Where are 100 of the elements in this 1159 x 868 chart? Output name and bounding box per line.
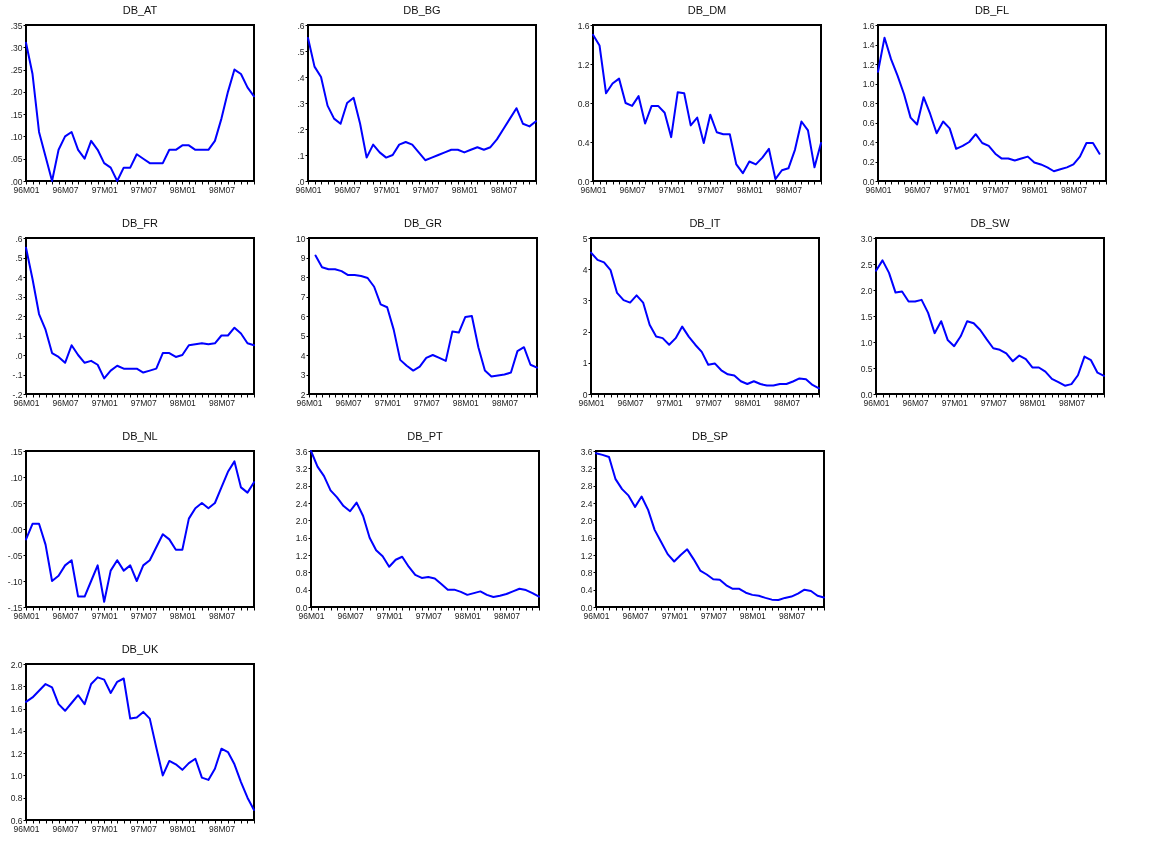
chart-title: DB_NL (122, 430, 158, 442)
chart-title: DB_SP (691, 430, 729, 442)
y-tick-label: .05 (10, 498, 23, 509)
y-tick-label: 3 (582, 295, 588, 306)
chart-title: DB_IT (689, 217, 721, 229)
x-tick-label: 98M07 (208, 823, 236, 834)
y-tick-label: 2 (300, 389, 306, 400)
x-tick-label: 98M01 (169, 184, 197, 195)
y-tick-label: .35 (10, 20, 23, 31)
x-tick-label: 96M07 (334, 184, 361, 195)
x-tick-label: 96M07 (52, 184, 79, 195)
y-tick-label: 1.2 (577, 59, 590, 70)
chart-title: DB_FR (121, 217, 159, 229)
y-tick-label: 5 (582, 233, 588, 244)
x-tick-label: 96M07 (52, 823, 79, 834)
y-tick-label: 0.0 (295, 602, 308, 613)
y-tick-label: 3.0 (860, 233, 873, 244)
x-tick-label: 96M01 (13, 823, 40, 834)
y-tick-label: 2.0 (10, 659, 23, 670)
y-tick-label: 4 (582, 264, 588, 275)
x-tick-label: 98M01 (452, 397, 480, 408)
x-tick-label: 97M07 (697, 184, 725, 195)
y-tick-label: .1 (15, 331, 23, 341)
line-series (310, 450, 540, 599)
chart-title: DB_GR (404, 217, 442, 229)
x-tick-label: 97M01 (941, 397, 968, 408)
x-tick-label: 98M01 (1019, 397, 1047, 408)
y-tick-label: .4 (15, 272, 23, 283)
line-series (592, 33, 822, 181)
y-tick-label: 1.2 (10, 748, 23, 759)
x-tick-label: 96M07 (337, 610, 364, 621)
line-series (595, 452, 825, 602)
x-tick-label: 97M07 (130, 397, 158, 408)
x-tick-label: 96M07 (902, 397, 929, 408)
y-tick-label: 2.0 (295, 515, 308, 526)
x-tick-label: 96M01 (578, 397, 605, 408)
line-series (25, 246, 255, 380)
y-tick-label: .05 (10, 154, 23, 165)
chart-title: DB_SW (970, 217, 1011, 229)
x-tick-label: 98M07 (1058, 397, 1086, 408)
y-tick-label: .4 (297, 72, 305, 83)
x-tick-label: 96M07 (619, 184, 646, 195)
x-tick-label: 97M07 (412, 184, 440, 195)
x-tick-label: 97M01 (943, 184, 970, 195)
y-tick-label: 2.0 (580, 515, 593, 526)
y-tick-label: 0.6 (862, 118, 875, 128)
x-tick-label: 98M01 (451, 184, 479, 195)
y-tick-label: -.05 (7, 550, 23, 561)
x-tick-label: 96M07 (52, 610, 79, 621)
y-tick-label: 3.6 (295, 446, 308, 457)
x-tick-label: 98M07 (208, 184, 236, 195)
x-tick-label: 98M07 (208, 397, 236, 408)
chart-title: DB_AT (122, 4, 158, 16)
x-tick-label: 98M01 (736, 184, 764, 195)
chart-title: DB_BG (403, 4, 441, 16)
y-tick-label: 7 (300, 292, 306, 302)
y-tick-label: 0.0 (577, 176, 590, 187)
y-tick-label: 1.0 (10, 770, 23, 781)
x-tick-label: 97M01 (376, 610, 403, 621)
y-tick-label: 3.2 (580, 463, 593, 474)
y-tick-label: .2 (15, 311, 23, 322)
y-tick-label: .1 (297, 150, 305, 161)
y-tick-label: 2.4 (295, 498, 308, 509)
y-tick-label: 2 (582, 327, 588, 338)
y-tick-label: 8 (300, 272, 306, 283)
y-tick-label: 1.2 (295, 550, 308, 561)
x-tick-label: 97M07 (415, 610, 443, 621)
y-tick-label: .25 (10, 65, 23, 76)
y-tick-label: 0.8 (862, 98, 875, 109)
y-tick-label: .3 (297, 98, 305, 109)
x-tick-label: 97M07 (130, 823, 158, 834)
x-tick-label: 98M07 (778, 610, 806, 621)
line-series (875, 259, 1105, 387)
x-tick-label: 97M01 (661, 610, 688, 621)
y-tick-label: 0.2 (862, 157, 875, 167)
x-tick-label: 98M01 (454, 610, 482, 621)
y-tick-label: -.10 (7, 576, 23, 587)
chart-title: DB_FL (974, 4, 1010, 16)
y-tick-label: 1.0 (860, 337, 873, 348)
y-tick-label: .6 (15, 233, 23, 244)
y-tick-label: 3.2 (295, 463, 308, 474)
y-tick-label: 0 (582, 389, 588, 400)
line-series (877, 36, 1101, 173)
y-tick-label: .30 (10, 42, 23, 53)
line-series (25, 460, 255, 603)
x-tick-label: 96M07 (904, 184, 931, 195)
y-tick-label: 0.0 (580, 602, 593, 613)
y-tick-label: 0.4 (862, 137, 875, 148)
y-tick-label: 0.4 (580, 585, 593, 596)
y-tick-label: 2.5 (860, 259, 873, 270)
y-tick-label: 0.0 (860, 389, 873, 400)
y-tick-label: 1.4 (862, 40, 875, 50)
x-tick-label: 97M07 (980, 397, 1008, 408)
y-tick-label: .15 (10, 109, 23, 120)
y-tick-label: 0.8 (580, 567, 593, 578)
y-tick-label: 1.6 (10, 704, 23, 715)
x-tick-label: 96M07 (52, 397, 79, 408)
x-tick-label: 97M07 (130, 610, 158, 621)
y-tick-label: .0 (15, 350, 23, 361)
y-tick-label: .0 (297, 176, 305, 187)
